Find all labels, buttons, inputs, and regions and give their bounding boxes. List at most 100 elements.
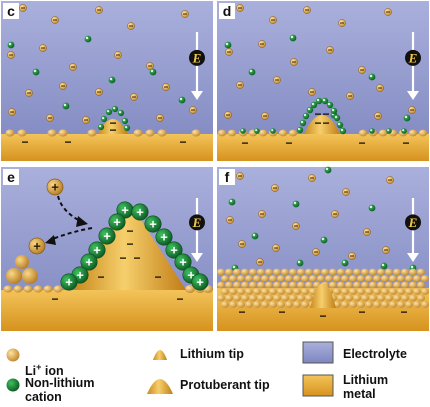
lithium-tip-icon xyxy=(153,350,167,360)
li-ions-migrating: ++ xyxy=(28,178,64,255)
non-lithium-cation xyxy=(315,97,323,105)
tip-cation-shell xyxy=(97,105,131,132)
li-ion xyxy=(130,93,138,101)
li-atom xyxy=(345,294,353,302)
surface-charges: −−−−− xyxy=(21,116,186,149)
non-lithium-cation xyxy=(97,123,105,131)
plus-charge: + xyxy=(160,230,168,245)
li-atom xyxy=(413,301,421,308)
legend-non-lithium-label: Non-lithium cation xyxy=(25,376,95,404)
li-atom xyxy=(369,294,377,302)
legend-protuberant-tip: Protuberant tip xyxy=(180,378,270,392)
li-atom xyxy=(229,288,237,295)
li-atom xyxy=(277,275,285,282)
lithium-tip xyxy=(98,119,128,134)
non-lithium-cation xyxy=(326,101,334,109)
li-ion xyxy=(308,174,316,182)
li-ion xyxy=(181,10,189,18)
li-ion xyxy=(224,111,232,119)
li-ion: + xyxy=(46,178,64,196)
li-ion xyxy=(236,4,244,12)
lithium-metal-surface xyxy=(1,290,213,331)
li-atom xyxy=(288,129,298,137)
negative-charge: − xyxy=(176,292,183,306)
li-atom xyxy=(389,275,397,282)
li-ion xyxy=(82,116,90,124)
li-ion xyxy=(156,114,164,122)
li-atom xyxy=(227,129,237,137)
electric-field-arrow: E xyxy=(405,32,421,100)
li-ion xyxy=(127,22,135,30)
li-atom xyxy=(233,294,241,302)
plus-charge: + xyxy=(196,275,204,290)
li-atom xyxy=(233,281,241,289)
li-atom xyxy=(357,275,365,282)
li-atom xyxy=(301,301,309,308)
non-lithium-cation: + xyxy=(116,201,134,219)
li-atom xyxy=(43,285,53,293)
li-atom xyxy=(229,301,237,308)
non-lithium-cation xyxy=(32,68,40,76)
non-lithium-cation xyxy=(178,96,186,104)
li-atom xyxy=(293,288,301,295)
negative-charge: − xyxy=(319,309,326,323)
li-atom xyxy=(345,268,353,276)
li-atom xyxy=(285,275,293,282)
li-atom xyxy=(365,288,373,295)
li-atom xyxy=(281,294,289,302)
li-atom xyxy=(305,294,313,302)
li-atom xyxy=(377,268,385,276)
non-lithium-cation xyxy=(401,128,407,134)
li-ion xyxy=(338,19,346,27)
field-badge xyxy=(405,214,421,231)
li-atom xyxy=(278,129,288,137)
li-atom xyxy=(22,268,38,284)
electric-field-arrow: E xyxy=(189,32,205,100)
li-atom xyxy=(281,281,289,289)
non-lithium-cation xyxy=(254,128,260,134)
li-atom xyxy=(401,268,409,276)
li-atom xyxy=(269,288,277,295)
li-atom xyxy=(421,288,429,295)
arrowhead xyxy=(76,216,88,227)
li-atom xyxy=(341,275,349,282)
li-ion xyxy=(273,76,281,84)
li-atom xyxy=(353,281,361,289)
negative-charge: − xyxy=(64,135,71,149)
li-atom xyxy=(289,281,297,289)
li-ion xyxy=(386,176,394,184)
non-lithium-cation xyxy=(100,115,108,123)
li-ion xyxy=(95,6,103,14)
li-atom xyxy=(157,129,167,137)
li-atom xyxy=(221,301,229,308)
li-atom xyxy=(413,288,421,295)
li-atom xyxy=(257,268,265,276)
li-atom xyxy=(15,255,29,269)
deposited-li-atoms xyxy=(3,255,63,293)
plus-charge: + xyxy=(65,275,73,290)
li-atom xyxy=(357,288,365,295)
li-atom xyxy=(87,129,97,137)
li-atom xyxy=(257,294,265,302)
non-lithium-cation: + xyxy=(80,253,98,271)
protuberant-tip-icon xyxy=(147,379,173,394)
panel-label: f xyxy=(225,169,230,185)
li-atom xyxy=(405,288,413,295)
li-atom xyxy=(261,301,269,308)
non-lithium-cation xyxy=(339,127,347,135)
non-lithium-cation: + xyxy=(165,241,183,259)
li-atom xyxy=(58,129,68,137)
plus-charge: + xyxy=(121,203,129,218)
li-ion xyxy=(25,89,33,97)
non-lithium-cation xyxy=(251,232,259,240)
non-lithium-cation xyxy=(333,114,341,122)
negative-charge: − xyxy=(402,136,409,150)
non-lithium-cation xyxy=(117,109,125,117)
li-atom xyxy=(373,275,381,282)
li-atom xyxy=(325,275,333,282)
non-lithium-cation: + xyxy=(108,213,126,231)
non-lithium-cation xyxy=(320,236,328,244)
non-lithium-cation xyxy=(7,41,15,49)
li-atom xyxy=(265,294,273,302)
li-atom xyxy=(249,294,257,302)
